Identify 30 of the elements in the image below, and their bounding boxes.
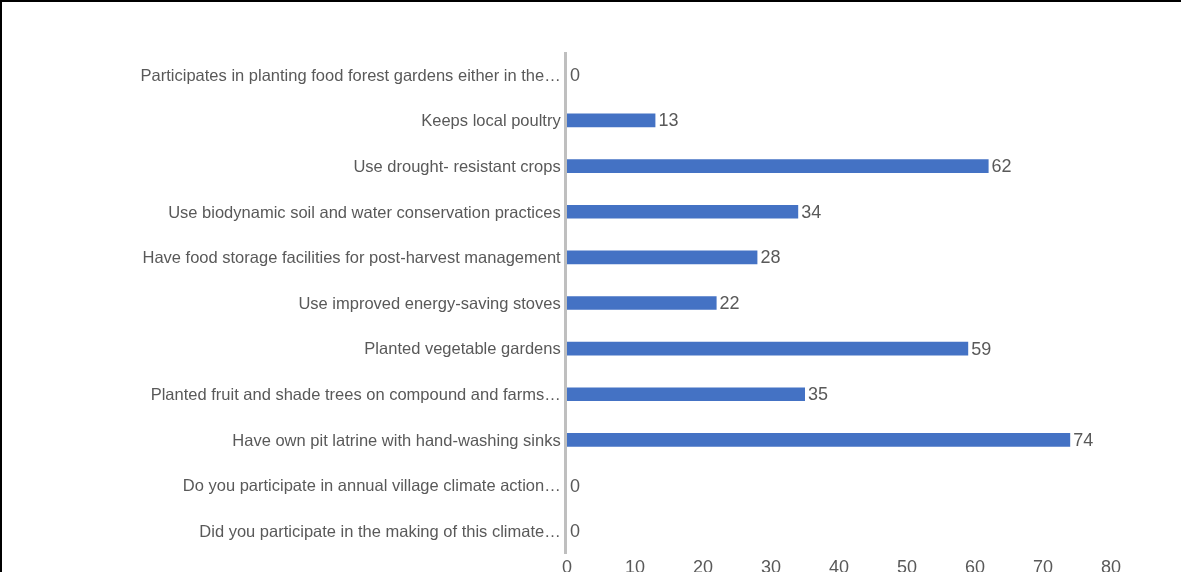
y-tick-label: Use improved energy-saving stoves [298, 293, 561, 312]
y-tick-label: Participates in planting food forest gardens either in the… [140, 65, 561, 84]
data-label: 35 [808, 384, 829, 405]
data-label: 13 [658, 110, 679, 131]
data-label: 0 [570, 64, 581, 85]
data-label: 74 [1073, 429, 1094, 450]
y-tick-label: Planted vegetable gardens [364, 339, 561, 358]
y-tick-label: Have food storage facilities for post-harvest management [142, 248, 562, 267]
data-label: 0 [570, 521, 581, 542]
bar [567, 341, 969, 356]
y-tick-label: Use biodynamic soil and water conservation practices [168, 202, 561, 221]
bar [567, 433, 1071, 447]
data-label: 62 [991, 156, 1012, 177]
y-tick-label: Use drought- resistant crops [353, 156, 561, 175]
bar [567, 387, 805, 402]
y-tick-label: Planted fruit and shade trees on compound and farms… [150, 385, 561, 404]
y-tick-label: Have own pit latrine with hand-washing sinks [232, 430, 561, 449]
data-label: 0 [570, 475, 581, 496]
y-tick-label: Did you participate in the making of this climate… [199, 521, 561, 540]
bar [567, 204, 799, 219]
data-label: 34 [801, 201, 822, 222]
data-label: 22 [719, 293, 740, 313]
bar [567, 296, 717, 310]
bar [567, 113, 656, 128]
y-tick-label: Do you participate in annual village climate action… [182, 476, 561, 495]
bar [567, 250, 758, 265]
data-label: 59 [971, 338, 992, 359]
bar [567, 159, 989, 173]
y-tick-label: Keeps local poultry [421, 111, 562, 130]
data-label: 28 [760, 247, 781, 268]
